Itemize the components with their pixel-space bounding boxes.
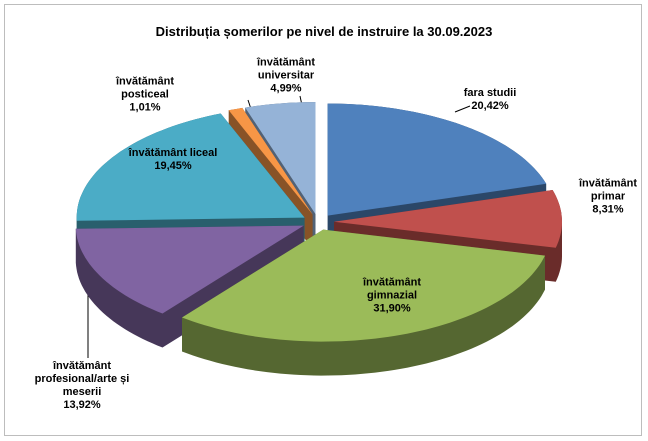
slice: [182, 229, 545, 342]
slice-label: învătământ liceal 19,45%: [118, 147, 228, 173]
category-label: învătământ profesional/arte și meserii: [34, 360, 130, 398]
slice-label: învătământ posticeal 1,01%: [100, 76, 190, 115]
chart-title: Distribuția șomerilor pe nivel de instru…: [155, 24, 493, 39]
value-label: 8,31%: [592, 203, 624, 216]
leader-line: [454, 105, 471, 113]
slice-label: fara studii 20,42%: [450, 87, 530, 113]
value-label: 13,92%: [63, 399, 101, 411]
value-label: 4,99%: [270, 82, 302, 95]
value-label: 20,42%: [471, 100, 509, 112]
slice-label: învătământ universitar 4,99%: [246, 57, 326, 96]
category-label: învătământ gimnazial: [362, 276, 422, 302]
slice: [76, 113, 305, 221]
slice-label: învătământ profesional/arte și meserii 13…: [17, 360, 147, 412]
slice: [334, 190, 562, 248]
chart-frame: [4, 4, 642, 436]
category-label: fara studii: [463, 87, 517, 99]
slice-label: învătământ primar 8,31%: [568, 178, 648, 217]
value-label: 1,01%: [129, 101, 161, 114]
category-label: învătământ liceal: [128, 147, 218, 159]
value-label: 31,90%: [373, 302, 411, 315]
value-label: 19,45%: [154, 160, 192, 172]
category-label: învătământ posticeal: [115, 75, 175, 101]
slice: [75, 225, 304, 314]
slice-label: învătământ gimnazial 31,90%: [347, 277, 437, 316]
category-label: învătământ primar: [578, 177, 638, 203]
slice: [327, 103, 547, 216]
slice: [245, 102, 316, 215]
slice: [228, 107, 313, 215]
category-label: învătământ universitar: [256, 56, 316, 82]
